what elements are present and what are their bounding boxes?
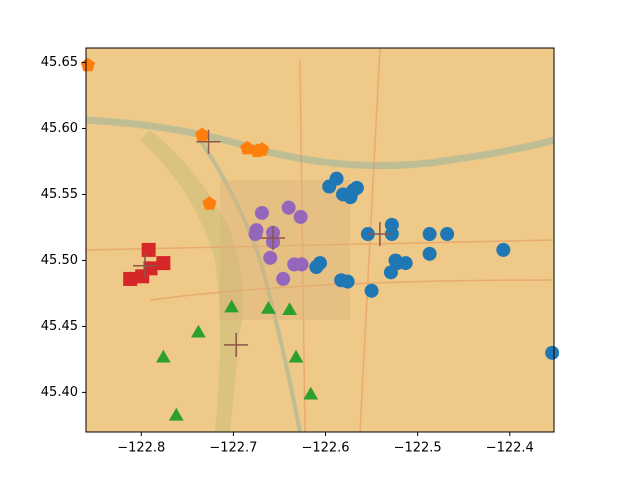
point [156, 349, 171, 363]
point [123, 271, 138, 286]
x-tick-label: −122.6 [301, 441, 349, 456]
y-tick-label: 45.55 [41, 187, 78, 202]
point [143, 261, 158, 276]
point [194, 127, 210, 142]
point [191, 324, 206, 338]
map-road [85, 47, 555, 433]
centroid [367, 222, 392, 247]
x-tick-label: −122.5 [394, 441, 442, 456]
point [80, 57, 95, 72]
point [281, 200, 296, 215]
point [282, 302, 297, 315]
point [224, 299, 239, 313]
point [168, 407, 184, 421]
y-tick-label: 45.40 [41, 385, 78, 400]
centroid [132, 253, 157, 278]
point [496, 242, 511, 257]
point [349, 180, 364, 195]
plot-marks [80, 57, 560, 421]
point [294, 257, 309, 272]
centroid [224, 332, 249, 357]
point [261, 301, 276, 314]
map-background [85, 47, 555, 433]
map-river [198, 138, 302, 433]
point [288, 349, 304, 363]
x-tick-label: −122.4 [486, 441, 534, 456]
point [240, 140, 255, 155]
y-tick-label: 45.65 [41, 55, 78, 70]
point [254, 142, 270, 156]
map-river [85, 116, 555, 170]
point [156, 256, 171, 271]
y-tick-label: 45.60 [41, 121, 78, 136]
y-tick-label: 45.50 [41, 253, 78, 268]
map-urban [220, 180, 350, 320]
point [340, 274, 355, 289]
point [303, 386, 319, 400]
point [440, 227, 455, 242]
point [254, 205, 269, 220]
point [398, 256, 413, 271]
point [141, 242, 156, 257]
point [276, 271, 291, 286]
map-land [86, 48, 554, 432]
point [422, 246, 437, 261]
point [293, 209, 308, 224]
centroid [261, 226, 286, 251]
point [545, 345, 560, 360]
map-lowland [140, 130, 244, 432]
point [248, 227, 263, 242]
x-tick-label: −122.8 [117, 441, 165, 456]
axes-frame [85, 47, 555, 433]
y-tick-label: 45.45 [41, 319, 78, 334]
point [202, 196, 217, 210]
point [263, 250, 278, 265]
x-tick-label: −122.7 [209, 441, 257, 456]
point [309, 260, 324, 275]
centroid [196, 129, 221, 154]
point [364, 283, 379, 298]
point [322, 179, 337, 194]
point [422, 227, 437, 242]
point [383, 265, 398, 280]
